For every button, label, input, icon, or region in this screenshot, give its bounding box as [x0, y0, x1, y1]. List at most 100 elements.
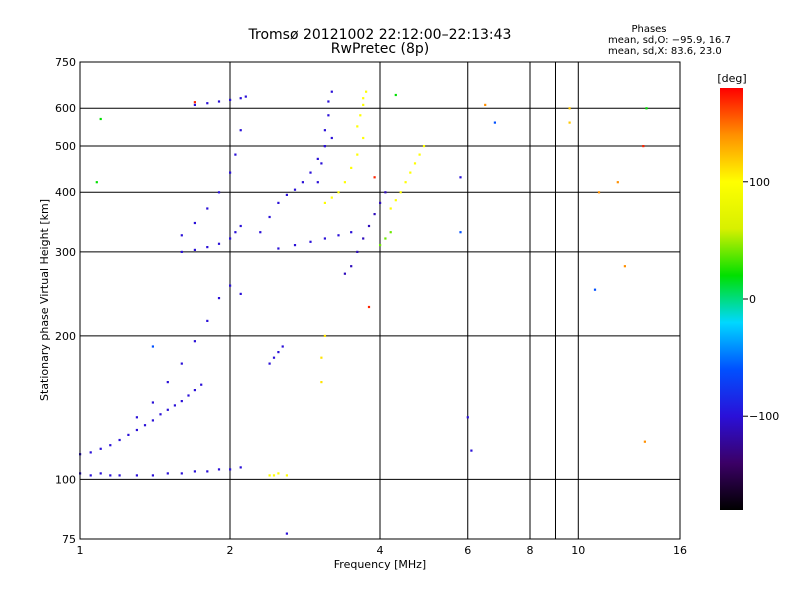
- data-point: [239, 97, 242, 100]
- grid-lines: [80, 62, 680, 539]
- y-tick-label: 200: [55, 330, 76, 343]
- data-point: [193, 340, 196, 343]
- data-point: [616, 181, 619, 184]
- data-point: [327, 100, 330, 103]
- data-point: [193, 470, 196, 473]
- data-point: [118, 474, 121, 477]
- data-point: [180, 362, 183, 365]
- y-tick-label: 300: [55, 246, 76, 259]
- data-point: [330, 136, 333, 140]
- data-point: [99, 472, 102, 475]
- data-point: [118, 438, 121, 442]
- data-point: [343, 272, 346, 275]
- data-point: [327, 114, 330, 117]
- data-point: [229, 237, 232, 240]
- data-point: [320, 356, 323, 359]
- data-point: [99, 447, 102, 450]
- data-point: [337, 191, 340, 194]
- data-point: [206, 246, 209, 249]
- data-point: [301, 181, 304, 184]
- data-point: [399, 191, 402, 194]
- data-point: [362, 97, 365, 100]
- data-point: [422, 145, 426, 148]
- data-point: [109, 444, 112, 447]
- data-point: [493, 121, 496, 124]
- data-point: [394, 199, 397, 202]
- x-tick-label: 2: [227, 544, 234, 557]
- data-point: [365, 90, 368, 93]
- data-point: [89, 474, 92, 477]
- y-tick-label: 600: [55, 102, 76, 115]
- data-point: [367, 305, 371, 309]
- data-point: [166, 472, 169, 475]
- data-point: [409, 171, 412, 174]
- data-point: [277, 247, 280, 250]
- data-point: [466, 416, 469, 419]
- data-point: [259, 231, 262, 234]
- data-point: [180, 472, 183, 475]
- data-point: [285, 474, 288, 477]
- y-tick-label: 750: [55, 56, 76, 69]
- data-point: [206, 319, 209, 322]
- data-point: [367, 224, 371, 228]
- y-tick-label: 500: [55, 140, 76, 153]
- phases-heading: Phases: [631, 24, 666, 35]
- data-point: [379, 244, 382, 247]
- data-point: [404, 181, 407, 184]
- data-point: [200, 383, 203, 386]
- data-point: [217, 297, 221, 300]
- data-point: [470, 449, 473, 452]
- data-point: [316, 181, 319, 184]
- plot-frame: [79, 61, 681, 540]
- data-point: [413, 162, 417, 165]
- x-tick-label: 1: [77, 544, 84, 557]
- chart-subtitle: RwPretec (8p): [331, 41, 429, 57]
- data-point: [389, 231, 392, 234]
- data-point: [234, 153, 237, 156]
- data-point: [180, 250, 183, 253]
- x-tick-label: 16: [673, 544, 687, 557]
- data-point: [180, 400, 183, 403]
- data-point: [151, 401, 154, 404]
- data-point: [356, 250, 359, 253]
- data-point: [643, 440, 646, 443]
- data-point: [206, 102, 209, 105]
- data-point: [389, 207, 392, 210]
- data-point: [356, 153, 359, 156]
- data-point: [285, 193, 288, 196]
- data-point: [151, 419, 154, 422]
- data-point: [320, 381, 323, 384]
- data-point: [309, 171, 312, 174]
- chart-title: Tromsø 20121002 22:12:00–22:13:43: [248, 27, 512, 43]
- x-tick-labels: 1 2 4 6 8 10 16: [77, 544, 688, 557]
- colorbar-label: [deg]: [717, 72, 746, 85]
- data-point: [330, 196, 333, 199]
- colorbar-tick-label: 0: [749, 293, 756, 306]
- y-tick-label: 100: [55, 473, 76, 486]
- data-point: [239, 224, 242, 228]
- data-point: [593, 288, 597, 291]
- data-point: [337, 234, 340, 237]
- data-point: [568, 107, 571, 110]
- data-point: [217, 468, 221, 471]
- data-point: [362, 103, 365, 106]
- data-point: [109, 474, 112, 477]
- data-point: [217, 100, 221, 103]
- colorbar-ticks: 100 0 −100: [743, 176, 779, 423]
- data-point: [362, 237, 365, 240]
- data-point: [159, 413, 162, 416]
- data-point: [285, 532, 288, 535]
- data-point: [484, 103, 487, 106]
- data-point: [268, 215, 271, 219]
- data-point: [95, 181, 98, 184]
- data-point: [217, 242, 221, 245]
- data-point: [217, 191, 221, 194]
- data-point: [173, 404, 176, 407]
- data-point: [645, 107, 648, 110]
- y-tick-label: 400: [55, 186, 76, 199]
- data-point: [234, 231, 237, 234]
- data-point: [323, 334, 326, 337]
- data-point: [343, 181, 346, 184]
- data-point: [330, 90, 333, 93]
- data-point: [166, 381, 169, 384]
